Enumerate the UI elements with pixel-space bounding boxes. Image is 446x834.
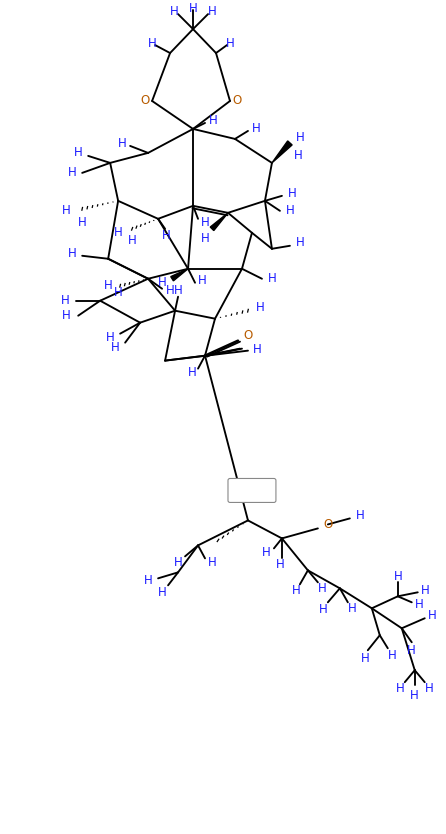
Text: H: H (68, 166, 77, 179)
Text: H: H (268, 272, 277, 285)
Text: H: H (428, 609, 437, 622)
Polygon shape (272, 141, 292, 163)
Text: H: H (208, 556, 216, 569)
Text: H: H (62, 309, 70, 322)
Text: H: H (169, 5, 178, 18)
Text: H: H (104, 279, 112, 292)
Text: H: H (288, 188, 296, 200)
Text: H: H (114, 286, 123, 299)
Text: H: H (360, 651, 369, 665)
Text: H: H (425, 681, 434, 695)
Text: H: H (166, 284, 174, 297)
Text: H: H (393, 570, 402, 583)
Text: O: O (323, 518, 332, 531)
Text: H: H (148, 37, 157, 49)
Text: H: H (209, 114, 217, 128)
Text: H: H (261, 546, 270, 559)
Text: H: H (252, 343, 261, 356)
Text: H: H (68, 247, 77, 260)
Text: H: H (388, 649, 396, 661)
Text: H: H (285, 204, 294, 218)
FancyBboxPatch shape (228, 479, 276, 502)
Polygon shape (171, 269, 188, 281)
Text: H: H (296, 132, 304, 144)
Text: H: H (318, 603, 327, 615)
Text: H: H (118, 138, 127, 150)
Text: H: H (226, 37, 234, 49)
Text: H: H (396, 681, 404, 695)
Polygon shape (210, 213, 228, 230)
Text: H: H (415, 598, 424, 610)
Text: H: H (189, 2, 198, 15)
Text: O: O (232, 94, 242, 108)
Text: H: H (162, 229, 170, 243)
Text: H: H (173, 284, 182, 297)
Text: H: H (78, 216, 87, 229)
Text: H: H (61, 294, 70, 307)
Text: H: H (128, 234, 136, 248)
Text: H: H (407, 644, 416, 656)
Text: H: H (347, 602, 356, 615)
Text: H: H (256, 301, 264, 314)
Text: H: H (188, 366, 196, 379)
Text: H: H (201, 216, 210, 229)
Text: H: H (111, 341, 120, 354)
Text: H: H (74, 147, 83, 159)
Text: H: H (114, 226, 123, 239)
Text: H: H (144, 574, 153, 587)
Text: H: H (292, 584, 300, 597)
Text: H: H (158, 276, 166, 289)
Text: H: H (158, 585, 166, 599)
Text: H: H (173, 556, 182, 569)
Text: H: H (62, 204, 70, 218)
Text: H: H (201, 233, 210, 245)
Text: O: O (140, 94, 150, 108)
Text: H: H (410, 689, 419, 701)
Text: H: H (252, 123, 260, 135)
Text: H: H (293, 149, 302, 163)
Text: H: H (208, 5, 216, 18)
Text: H: H (296, 236, 304, 249)
Text: H: H (106, 331, 115, 344)
Text: Abs: Abs (242, 485, 262, 495)
Text: H: H (355, 509, 364, 522)
Text: H: H (276, 558, 284, 570)
Text: H: H (198, 274, 206, 287)
Text: O: O (244, 329, 252, 342)
Text: H: H (421, 584, 430, 597)
Text: H: H (318, 582, 326, 595)
